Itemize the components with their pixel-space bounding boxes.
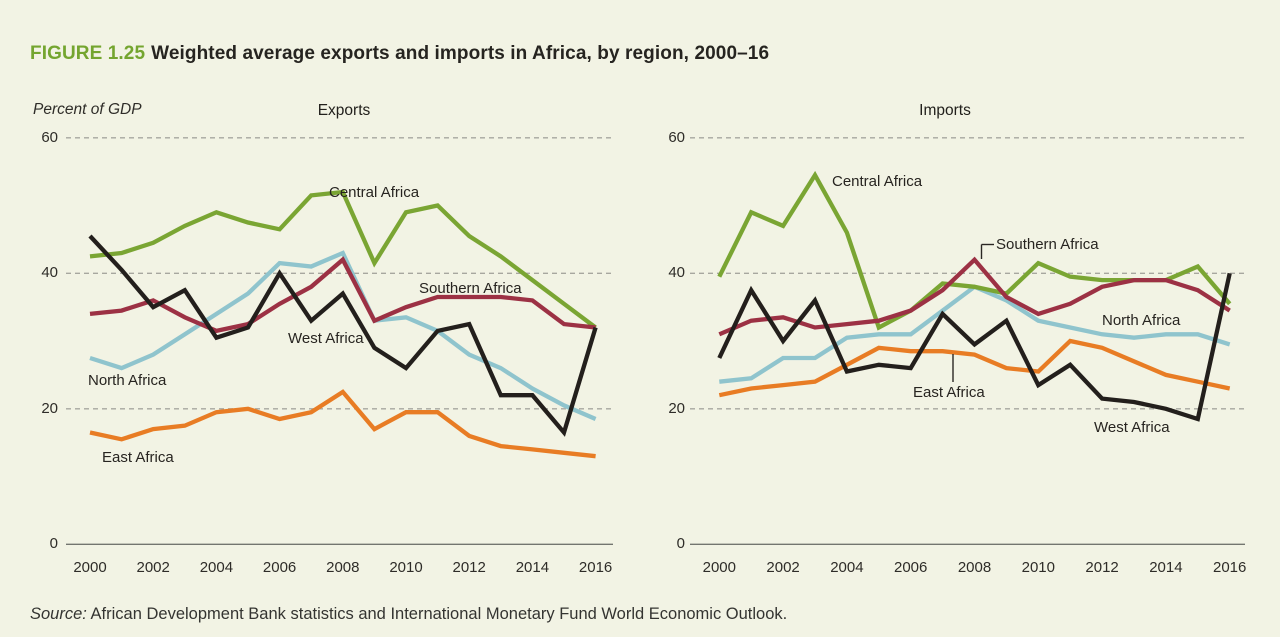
series-line-west-africa <box>717 272 1232 422</box>
series-line-central-africa <box>717 170 1232 331</box>
series-line-southern-africa <box>89 256 596 334</box>
source-note: Source: African Development Bank statist… <box>30 605 787 624</box>
y-tick-label: 60 <box>41 128 58 146</box>
series-label-east-africa: East Africa <box>102 449 174 466</box>
x-tick-label: 2016 <box>1213 559 1247 576</box>
x-tick-label: 2004 <box>199 559 234 576</box>
y-tick-label: 20 <box>668 399 685 417</box>
series-label-west-africa: West Africa <box>288 330 364 347</box>
x-tick-label: 2008 <box>326 559 360 576</box>
series-label-southern-africa: Southern Africa <box>419 280 522 297</box>
x-tick-label: 2006 <box>262 559 297 576</box>
x-tick-label: 2010 <box>389 559 423 576</box>
series-line-north-africa <box>89 250 597 421</box>
y-tick-label: 20 <box>41 399 58 417</box>
x-tick-label: 2004 <box>830 559 864 576</box>
source-prefix: Source: <box>30 605 87 623</box>
x-tick-label: 2002 <box>136 559 170 576</box>
y-tick-label: 40 <box>668 264 685 282</box>
series-line-southern-africa <box>718 256 1231 337</box>
series-label-central-africa: Central Africa <box>832 173 923 190</box>
y-tick-label: 0 <box>49 535 58 553</box>
source-text: African Development Bank statistics and … <box>86 605 788 623</box>
x-tick-label: 2008 <box>957 559 992 576</box>
x-tick-label: 2010 <box>1021 559 1055 576</box>
series-label-north-africa: North Africa <box>1102 312 1181 329</box>
series-label-west-africa: West Africa <box>1094 419 1170 436</box>
x-tick-label: 2000 <box>73 559 107 576</box>
x-tick-label: 2014 <box>515 559 550 576</box>
series-label-north-africa: North Africa <box>88 372 167 389</box>
figure-title-text: Weighted average exports and imports in … <box>151 43 770 64</box>
y-tick-label: 60 <box>668 128 685 146</box>
x-tick-label: 2012 <box>1085 559 1119 576</box>
x-tick-label: 2006 <box>894 559 928 576</box>
chart-title-imports: Imports <box>919 102 971 119</box>
figure-number: FIGURE 1.25 <box>30 43 146 64</box>
x-tick-label: 2002 <box>766 559 800 576</box>
y-axis-unit-label: Percent of GDP <box>33 101 142 118</box>
x-tick-label: 2016 <box>578 559 613 576</box>
y-tick-label: 40 <box>41 264 58 282</box>
chart-title-exports: Exports <box>317 102 371 119</box>
series-line-central-africa <box>89 189 597 330</box>
x-tick-label: 2012 <box>452 559 486 576</box>
series-line-west-africa <box>88 234 598 437</box>
x-tick-label: 2000 <box>702 559 736 576</box>
series-line-east-africa <box>718 338 1231 398</box>
series-label-southern-africa: Southern Africa <box>996 236 1099 253</box>
series-line-east-africa <box>89 389 596 459</box>
y-tick-label: 0 <box>676 535 685 553</box>
series-label-east-africa: East Africa <box>913 384 985 401</box>
figure-title: FIGURE 1.25 Weighted average exports and … <box>30 43 769 65</box>
x-tick-label: 2014 <box>1149 559 1183 576</box>
series-label-central-africa: Central Africa <box>329 184 420 201</box>
